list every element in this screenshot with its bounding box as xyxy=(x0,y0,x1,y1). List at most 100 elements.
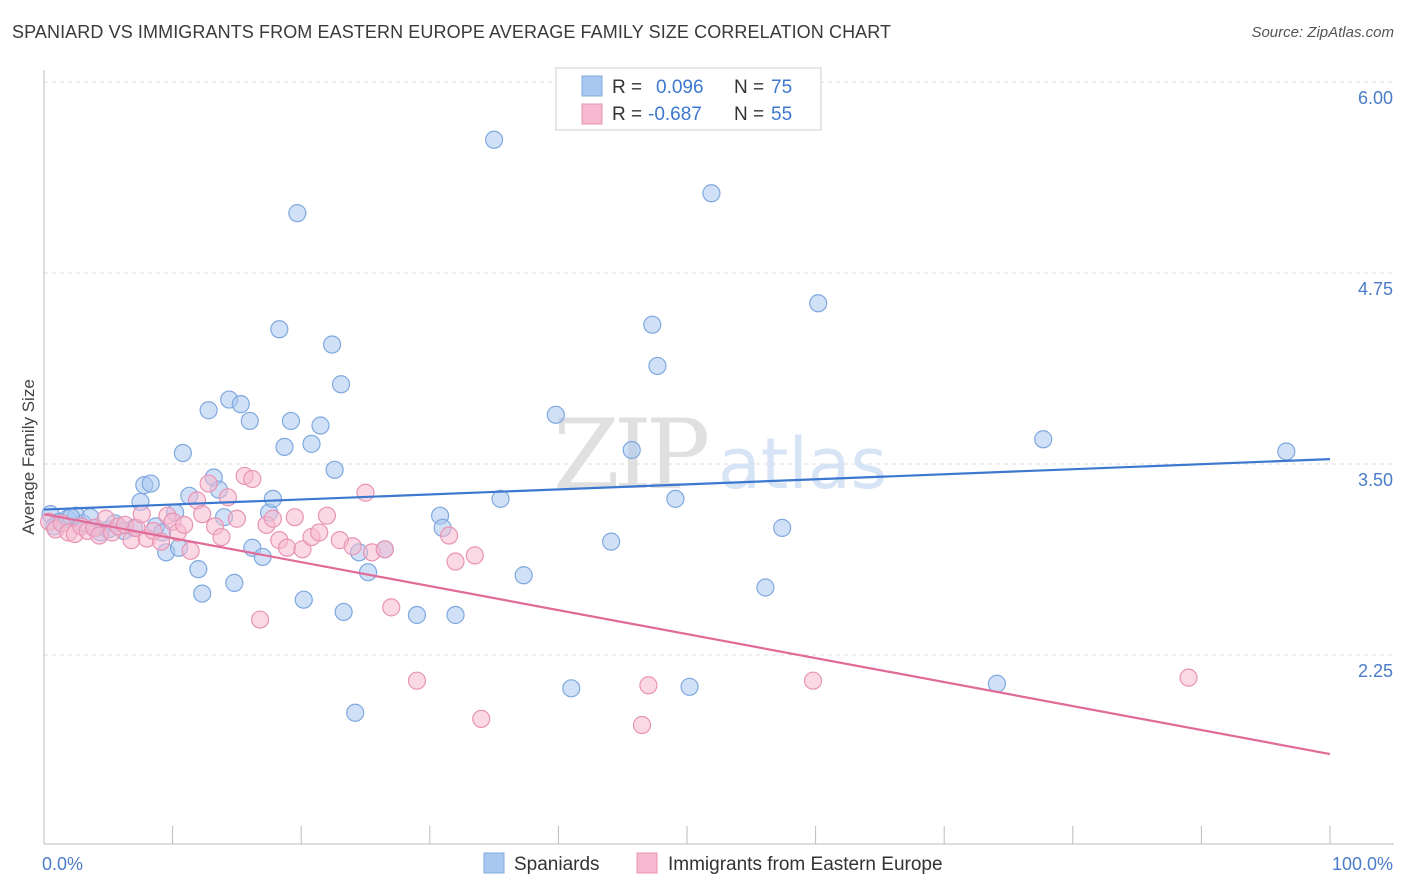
spaniards-point-57 xyxy=(514,566,533,585)
spaniards-point-65 xyxy=(680,677,699,696)
y-tick-label-1: 3.50 xyxy=(1358,470,1393,490)
eastern-europe-point-47 xyxy=(375,540,394,559)
eastern-europe-point-22 xyxy=(175,515,194,534)
y-tick-label-2: 4.75 xyxy=(1358,279,1393,299)
legend-r-value-eastern-europe: -0.687 xyxy=(648,104,702,125)
spaniards-point-49 xyxy=(358,563,378,582)
spaniards-point-71 xyxy=(1034,430,1053,449)
eastern-europe-point-41 xyxy=(310,523,329,542)
legend-r-label-eastern-europe: R = xyxy=(612,104,642,125)
spaniards-point-30 xyxy=(231,395,250,414)
chart-title: SPANIARD VS IMMIGRANTS FROM EASTERN EURO… xyxy=(12,22,892,42)
correlation-legend: R = 0.096 N = 75 R = -0.687 N = 55 xyxy=(555,67,822,131)
spaniards-point-58 xyxy=(546,405,565,424)
eastern-europe-point-28 xyxy=(212,527,231,547)
eastern-europe-point-33 xyxy=(250,610,270,629)
eastern-europe-point-49 xyxy=(407,671,427,690)
eastern-europe-point-53 xyxy=(472,709,491,728)
eastern-europe-point-48 xyxy=(382,598,401,617)
spaniards-point-35 xyxy=(263,489,283,508)
spaniards-point-42 xyxy=(311,416,330,435)
legend-swatch-spaniards xyxy=(581,75,603,97)
bottom-legend-label-spaniards: Spaniards xyxy=(514,854,600,875)
spaniards-point-63 xyxy=(648,356,667,376)
spaniards-point-23 xyxy=(193,584,212,603)
eastern-europe-point-51 xyxy=(446,552,465,571)
spaniards-point-14 xyxy=(141,474,160,493)
chart-source: Source: ZipAtlas.com xyxy=(1251,24,1394,41)
spaniards-point-54 xyxy=(446,605,465,625)
spaniards-point-24 xyxy=(199,401,218,420)
x-tick-label-min: 0.0% xyxy=(42,854,83,874)
spaniards-point-61 xyxy=(622,440,641,460)
spaniards-point-44 xyxy=(325,460,344,479)
spaniards-point-55 xyxy=(485,130,504,149)
y-tick-label-0: 2.25 xyxy=(1358,661,1393,681)
spaniards-point-60 xyxy=(602,532,621,551)
spaniards-point-46 xyxy=(334,602,353,622)
watermark: ZIP atlas xyxy=(553,399,887,511)
spaniards-point-20 xyxy=(173,443,192,463)
bottom-legend-label-eastern-europe: Immigrants from Eastern Europe xyxy=(668,854,943,875)
eastern-europe-point-30 xyxy=(227,509,246,528)
y-tick-labels: 2.25 3.50 4.75 6.00 xyxy=(1358,88,1393,681)
y-axis-label: Average Family Size xyxy=(19,379,38,535)
eastern-europe-point-15 xyxy=(132,505,151,524)
grid-lines xyxy=(44,81,1394,656)
spaniards-point-51 xyxy=(407,605,427,625)
eastern-europe-point-42 xyxy=(317,506,337,525)
eastern-europe-point-25 xyxy=(193,505,212,524)
spaniards-point-62 xyxy=(643,315,662,334)
spaniards-point-31 xyxy=(240,411,259,431)
spaniards-point-47 xyxy=(346,703,365,722)
legend-n-label-spaniards: N = xyxy=(734,77,764,98)
eastern-europe-point-23 xyxy=(181,541,200,560)
spaniards-point-40 xyxy=(294,590,313,609)
spaniards-point-67 xyxy=(756,578,775,597)
spaniards-point-41 xyxy=(302,434,321,453)
legend-n-value-spaniards: 75 xyxy=(771,77,792,98)
legend-swatch-eastern-europe xyxy=(581,103,603,125)
spaniards-point-69 xyxy=(809,294,828,313)
eastern-europe-points xyxy=(40,466,1198,735)
eastern-europe-point-38 xyxy=(285,508,304,527)
spaniards-point-38 xyxy=(281,411,301,431)
legend-n-value-eastern-europe: 55 xyxy=(771,104,792,125)
eastern-europe-point-39 xyxy=(293,540,312,559)
eastern-europe-point-37 xyxy=(277,538,297,557)
bottom-legend-swatch-spaniards xyxy=(483,852,505,874)
eastern-europe-point-56 xyxy=(803,671,823,690)
eastern-europe-point-50 xyxy=(439,526,459,545)
eastern-europe-point-55 xyxy=(632,715,652,735)
x-tick-label-max: 100.0% xyxy=(1332,854,1393,874)
bottom-legend-swatch-eastern-europe xyxy=(636,852,658,874)
eastern-europe-point-52 xyxy=(465,546,484,565)
spaniards-trend-line xyxy=(43,458,1331,511)
spaniards-point-68 xyxy=(773,518,792,537)
spaniards-point-64 xyxy=(666,489,685,508)
y-tick-label-3: 6.00 xyxy=(1358,88,1393,108)
axes xyxy=(43,70,1394,845)
eastern-europe-trend-line xyxy=(43,513,1331,756)
spaniards-point-29 xyxy=(225,573,244,593)
spaniards-point-39 xyxy=(288,204,307,223)
series-legend: Spaniards Immigrants from Eastern Europe xyxy=(483,852,943,875)
watermark-atlas: atlas xyxy=(718,423,887,505)
spaniards-point-72 xyxy=(1277,442,1296,461)
eastern-europe-point-44 xyxy=(343,537,362,556)
legend-n-label-eastern-europe: N = xyxy=(734,104,764,125)
legend-r-label-spaniards: R = xyxy=(612,77,642,98)
eastern-europe-point-45 xyxy=(356,483,375,502)
legend-r-value-spaniards: 0.096 xyxy=(656,77,704,98)
spaniards-point-66 xyxy=(702,184,721,203)
spaniards-point-45 xyxy=(331,375,351,394)
spaniards-point-56 xyxy=(491,489,510,508)
eastern-europe-point-54 xyxy=(639,676,658,695)
spaniards-point-37 xyxy=(275,437,294,457)
spaniards-point-59 xyxy=(562,679,581,698)
eastern-europe-point-26 xyxy=(199,474,218,493)
spaniards-point-36 xyxy=(270,320,289,339)
spaniards-point-43 xyxy=(322,335,342,354)
eastern-europe-point-35 xyxy=(263,509,283,528)
